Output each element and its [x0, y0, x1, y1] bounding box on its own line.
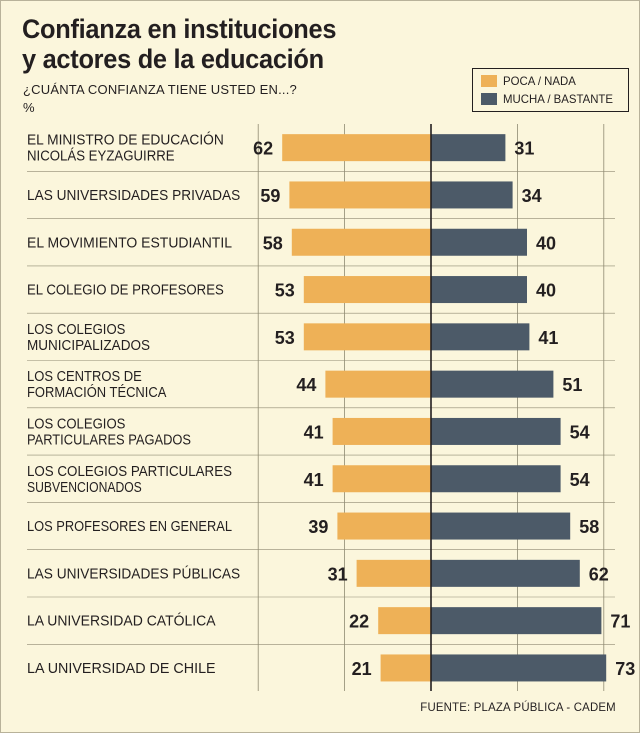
category-label-7-0: LOS COLEGIOS PARTICULARES — [27, 464, 232, 480]
bar-mucha-4 — [431, 323, 530, 351]
category-label-5-1: FORMACIÓN TÉCNICA — [27, 384, 167, 401]
bar-poca-0 — [282, 134, 431, 162]
value-label-poca-1: 59 — [260, 186, 280, 206]
bar-poca-7 — [332, 465, 431, 493]
legend-item-poca: POCA / NADA — [481, 73, 580, 89]
value-label-poca-9: 31 — [328, 564, 348, 584]
category-label-0-0: EL MINISTRO DE EDUCACIÓN — [27, 132, 224, 149]
value-label-poca-10: 22 — [349, 612, 369, 632]
value-label-mucha-4: 41 — [538, 328, 558, 348]
category-label-0-1: NICOLÁS EYZAGUIRRE — [27, 148, 175, 165]
bar-poca-6 — [332, 417, 431, 445]
bar-mucha-3 — [431, 276, 527, 304]
source-note: FUENTE: PLAZA PÚBLICA - CADEM — [420, 700, 616, 714]
value-label-mucha-8: 58 — [579, 517, 599, 537]
value-label-mucha-1: 34 — [522, 186, 542, 206]
value-label-poca-3: 53 — [275, 281, 295, 301]
chart-subtitle: ¿CUÁNTA CONFIANZA TIENE USTED EN...? — [23, 82, 297, 97]
value-label-poca-6: 41 — [304, 422, 324, 442]
title-line-1: Confianza en instituciones — [22, 14, 337, 44]
value-label-mucha-10: 71 — [610, 612, 630, 632]
value-label-poca-5: 44 — [296, 375, 316, 395]
value-label-mucha-7: 54 — [570, 470, 590, 490]
unit-label: % — [23, 100, 35, 115]
category-label-2-0: EL MOVIMIENTO ESTUDIANTIL — [27, 235, 232, 251]
bar-mucha-10 — [431, 607, 602, 635]
value-label-poca-4: 53 — [275, 328, 295, 348]
category-label-3-0: EL COLEGIO DE PROFESORES — [27, 283, 224, 299]
bar-mucha-6 — [431, 417, 561, 445]
bar-poca-4 — [303, 323, 431, 351]
category-label-9-0: LAS UNIVERSIDADES PÚBLICAS — [27, 565, 240, 582]
bar-mucha-5 — [431, 370, 554, 398]
value-label-mucha-5: 51 — [562, 375, 582, 395]
bar-mucha-11 — [431, 654, 607, 682]
category-label-8-0: LOS PROFESORES EN GENERAL — [27, 519, 232, 535]
legend-swatch-mucha — [481, 93, 497, 105]
value-label-mucha-11: 73 — [615, 659, 635, 679]
bar-poca-11 — [380, 654, 431, 682]
value-label-mucha-0: 31 — [514, 139, 534, 159]
title-line-2: y actores de la educación — [22, 44, 324, 74]
value-label-poca-11: 21 — [352, 659, 372, 679]
bar-poca-9 — [356, 559, 431, 587]
category-label-1-0: LAS UNIVERSIDADES PRIVADAS — [27, 188, 240, 204]
bar-mucha-0 — [431, 134, 506, 162]
bar-poca-1 — [289, 181, 431, 209]
category-label-7-1: SUBVENCIONADOS — [27, 480, 142, 496]
bar-poca-8 — [337, 512, 431, 540]
category-label-5-0: LOS CENTROS DE — [27, 369, 142, 385]
bar-poca-2 — [291, 228, 431, 256]
category-label-6-1: PARTICULARES PAGADOS — [27, 432, 191, 448]
category-label-4-0: LOS COLEGIOS — [27, 322, 125, 338]
chart-title: Confianza en instituciones y actores de … — [22, 14, 336, 74]
value-label-poca-7: 41 — [304, 470, 324, 490]
value-label-mucha-2: 40 — [536, 233, 556, 253]
bar-mucha-8 — [431, 512, 571, 540]
value-label-poca-8: 39 — [308, 517, 328, 537]
legend-swatch-poca — [481, 75, 497, 87]
value-label-mucha-9: 62 — [589, 564, 609, 584]
bar-mucha-2 — [431, 228, 527, 256]
category-label-4-1: MUNICIPALIZADOS — [27, 338, 150, 354]
legend: POCA / NADA MUCHA / BASTANTE — [472, 68, 629, 112]
value-label-mucha-3: 40 — [536, 281, 556, 301]
bar-mucha-9 — [431, 559, 580, 587]
legend-label-poca: POCA / NADA — [503, 74, 576, 88]
bar-mucha-1 — [431, 181, 513, 209]
bar-poca-5 — [325, 370, 431, 398]
bar-poca-10 — [378, 607, 431, 635]
bar-poca-3 — [303, 276, 431, 304]
category-label-10-0: LA UNIVERSIDAD CATÓLICA — [27, 613, 216, 630]
legend-item-mucha: MUCHA / BASTANTE — [481, 91, 619, 107]
category-label-11-0: LA UNIVERSIDAD DE CHILE — [27, 661, 216, 677]
bar-mucha-7 — [431, 465, 561, 493]
legend-label-mucha: MUCHA / BASTANTE — [503, 92, 614, 106]
category-label-6-0: LOS COLEGIOS — [27, 416, 125, 432]
value-label-poca-2: 58 — [263, 233, 283, 253]
value-label-mucha-6: 54 — [570, 422, 590, 442]
value-label-poca-0: 62 — [253, 139, 273, 159]
